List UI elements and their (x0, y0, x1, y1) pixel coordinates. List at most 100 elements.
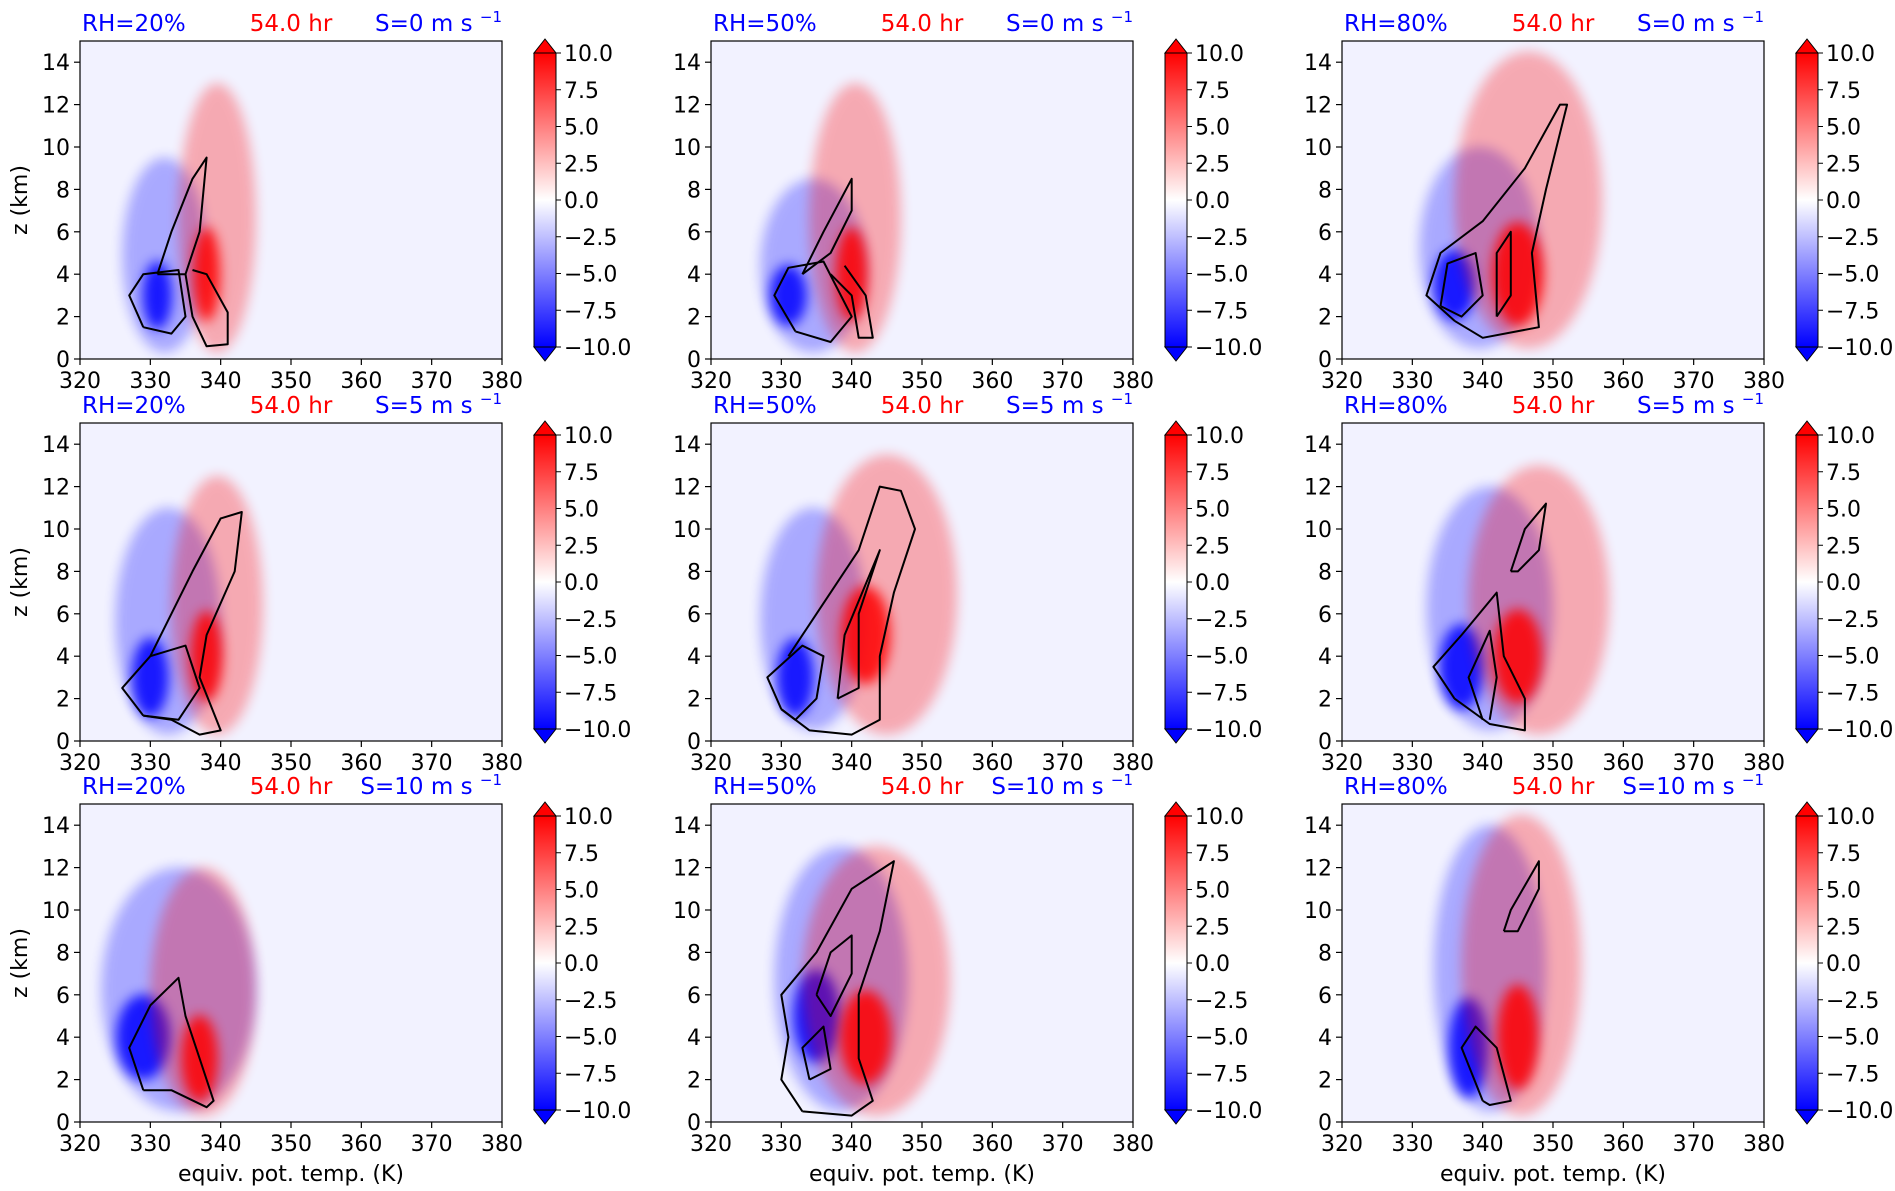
contour-line (1502, 860, 1540, 933)
y-tick-label: 4 (56, 1026, 70, 1051)
colorbar-tick-label: 0.0 (564, 571, 599, 596)
y-tick-label: 12 (42, 94, 70, 119)
colorbar-body (533, 434, 557, 730)
x-tick-label: 350 (1532, 369, 1574, 394)
y-tick-label: 14 (42, 51, 70, 76)
x-tick-label: 370 (1042, 1132, 1084, 1157)
colorbar-tick-label: −10.0 (564, 718, 631, 743)
shear-title: S=10 m s −1 (991, 771, 1133, 800)
y-tick-label: 8 (56, 941, 70, 966)
rh-title: RH=20% (82, 393, 186, 419)
colorbar-tick-label: −2.5 (1195, 989, 1248, 1014)
colorbar-extend-max (532, 38, 558, 54)
y-tick-label: 14 (42, 433, 70, 458)
shear-exponent: −1 (480, 8, 502, 26)
colorbar-tick-label: 7.5 (1195, 461, 1230, 486)
colorbar-tick-label: −7.5 (564, 299, 617, 324)
field-layer (1426, 465, 1610, 735)
colorbar: 10.0 7.5 5.0 2.5 0.0 −2.5 −5.0 −7.5 −10.0 (1794, 420, 1893, 744)
y-axis-label: z (km) (8, 165, 33, 235)
colorbar-tick-label: 2.5 (1826, 534, 1861, 559)
colorbar-tick-label: −7.5 (1826, 681, 1879, 706)
shear-title: S=5 m s −1 (375, 390, 502, 419)
colorbar-tick-label: 0.0 (1195, 952, 1230, 977)
y-tick-label: 2 (56, 688, 70, 713)
y-tick-label: 4 (687, 263, 701, 288)
colorbar: 10.0 7.5 5.0 2.5 0.0 −2.5 −5.0 −7.5 −10.0 (1794, 38, 1893, 362)
colorbar-tick-label: 7.5 (1826, 79, 1861, 104)
shear-exponent: −1 (480, 771, 502, 789)
colorbar: 10.0 7.5 5.0 2.5 0.0 −2.5 −5.0 −7.5 −10.0 (532, 38, 631, 362)
colorbar-tick-label: −7.5 (1195, 299, 1248, 324)
colorbar-extend-max (1163, 801, 1189, 817)
y-tick-label: 10 (1304, 518, 1332, 543)
colorbar-tick-label: −7.5 (564, 1062, 617, 1087)
colorbar-tick-label: −2.5 (1826, 226, 1879, 251)
negative-core (131, 637, 169, 718)
positive-core (190, 610, 223, 702)
colorbar-tick-label: −7.5 (1826, 1062, 1879, 1087)
field-layer (1419, 51, 1603, 349)
colorbar-body (1795, 815, 1819, 1111)
x-tick-label: 350 (270, 751, 312, 776)
colorbar-body (1164, 434, 1188, 730)
colorbar-tick-label: 0.0 (1826, 571, 1861, 596)
positive-core-halo (150, 867, 256, 1116)
contour-line (780, 485, 916, 736)
x-tick-label: 340 (1462, 1132, 1504, 1157)
colorbar-tick-label: 10.0 (1195, 424, 1244, 449)
contour-line (143, 511, 243, 736)
x-tick-label: 340 (1462, 751, 1504, 776)
x-axis-label: equiv. pot. temp. (K) (809, 1162, 1035, 1187)
x-tick-label: 330 (129, 1132, 171, 1157)
rh-title: RH=80% (1344, 774, 1448, 800)
y-axis-label: z (km) (8, 547, 33, 617)
colorbar: 10.0 7.5 5.0 2.5 0.0 −2.5 −5.0 −7.5 −10.0 (1163, 801, 1262, 1125)
y-tick-label: 10 (42, 136, 70, 161)
y-tick-label: 12 (42, 476, 70, 501)
x-tick-label: 370 (1673, 369, 1715, 394)
shear-title: S=5 m s −1 (1637, 390, 1764, 419)
x-tick-label: 380 (1743, 369, 1785, 394)
y-tick-label: 8 (56, 560, 70, 585)
y-tick-label: 6 (56, 221, 70, 246)
x-tick-label: 350 (1532, 1132, 1574, 1157)
field-layer (760, 83, 901, 353)
colorbar-tick-label: 10.0 (564, 42, 613, 67)
y-tick-label: 12 (1304, 476, 1332, 501)
colorbar-extend-min (1794, 728, 1820, 744)
x-tick-label: 320 (690, 1132, 732, 1157)
panel-8: 320 330 340 350 360 370 380 0 2 4 6 8 10 12 14 equiv. p… (673, 771, 1262, 1187)
colorbar-tick-label: 10.0 (564, 805, 613, 830)
contour-line (1495, 230, 1512, 318)
y-tick-label: 14 (673, 433, 701, 458)
x-tick-label: 380 (481, 751, 523, 776)
x-tick-label: 340 (831, 1132, 873, 1157)
y-tick-label: 0 (687, 730, 701, 755)
x-tick-label: 320 (690, 751, 732, 776)
negative-core (142, 261, 173, 330)
field-layer (1433, 814, 1582, 1116)
panel-4: 320 330 340 350 360 370 380 0 2 4 6 8 10 12 14 z (km) RH… (8, 390, 631, 776)
y-tick-label: 2 (687, 306, 701, 331)
colorbar-tick-label: −10.0 (1195, 1099, 1262, 1124)
colorbar-tick-label: −5.0 (564, 1026, 617, 1051)
colorbar-tick-label: 7.5 (1826, 461, 1861, 486)
x-tick-label: 360 (340, 1132, 382, 1157)
y-tick-label: 0 (1318, 348, 1332, 373)
time-title: 54.0 hr (881, 774, 964, 800)
colorbar-tick-label: −5.0 (1195, 645, 1248, 670)
colorbar-tick-label: 2.5 (564, 534, 599, 559)
shear-exponent: −1 (1742, 390, 1764, 408)
colorbar-tick-label: 0.0 (1195, 189, 1230, 214)
x-tick-label: 350 (270, 369, 312, 394)
y-tick-label: 6 (687, 603, 701, 628)
colorbar-tick-label: 5.0 (1195, 879, 1230, 904)
positive-core (1496, 984, 1539, 1090)
negative-core (776, 638, 814, 717)
y-tick-label: 14 (1304, 433, 1332, 458)
contour-line (836, 549, 881, 700)
x-tick-label: 340 (1462, 369, 1504, 394)
y-tick-label: 12 (673, 94, 701, 119)
y-tick-label: 10 (1304, 136, 1332, 161)
